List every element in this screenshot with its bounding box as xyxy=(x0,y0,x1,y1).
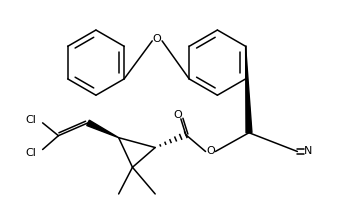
Text: O: O xyxy=(174,110,182,120)
Text: O: O xyxy=(206,147,215,157)
Text: O: O xyxy=(153,34,161,44)
Text: Cl: Cl xyxy=(26,115,37,125)
Text: N: N xyxy=(304,147,313,157)
Text: Cl: Cl xyxy=(26,149,37,159)
Polygon shape xyxy=(87,120,119,138)
Polygon shape xyxy=(246,46,252,133)
